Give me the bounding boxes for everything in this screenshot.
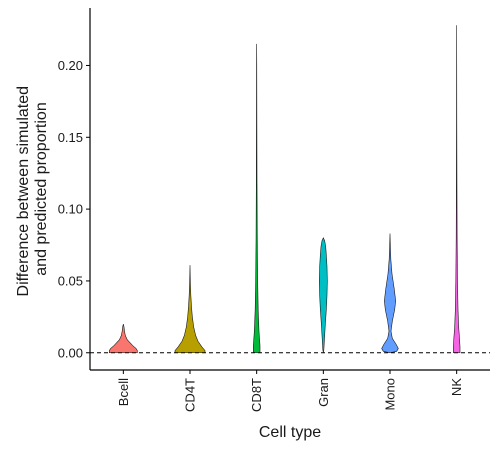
violin-cd8t bbox=[253, 43, 261, 354]
violin-mono bbox=[381, 233, 399, 354]
x-tick-label-bcell: Bcell bbox=[116, 378, 131, 406]
y-axis-title-line-1: Difference between simulated bbox=[15, 86, 32, 297]
y-axis-title-line-2: and predicted proportion bbox=[33, 102, 50, 275]
x-tick-label-mono: Mono bbox=[383, 378, 398, 411]
violin-bcell bbox=[109, 323, 138, 354]
violin-nk bbox=[453, 25, 461, 354]
y-tick-label: 0.20 bbox=[58, 58, 83, 73]
y-tick-label: 0.00 bbox=[58, 345, 83, 360]
x-tick-label-gran: Gran bbox=[316, 378, 331, 407]
y-tick-label: 0.15 bbox=[58, 130, 83, 145]
violin-cd4t bbox=[174, 265, 206, 354]
x-axis-title: Cell type bbox=[259, 424, 321, 441]
violin-layer bbox=[109, 25, 461, 354]
y-tick-label: 0.05 bbox=[58, 273, 83, 288]
x-tick-label-cd4t: CD4T bbox=[183, 378, 198, 412]
x-tick-label-cd8t: CD8T bbox=[249, 378, 264, 412]
y-tick-label: 0.10 bbox=[58, 202, 83, 217]
y-axis-title: Difference between simulated and predict… bbox=[15, 82, 50, 297]
violin-gran bbox=[319, 237, 328, 353]
y-axis-ticks: 0.00 0.05 0.10 0.15 0.20 bbox=[58, 58, 90, 360]
x-tick-label-nk: NK bbox=[449, 378, 464, 396]
x-axis-ticks: Bcell CD4T CD8T Gran Mono NK bbox=[116, 370, 464, 412]
